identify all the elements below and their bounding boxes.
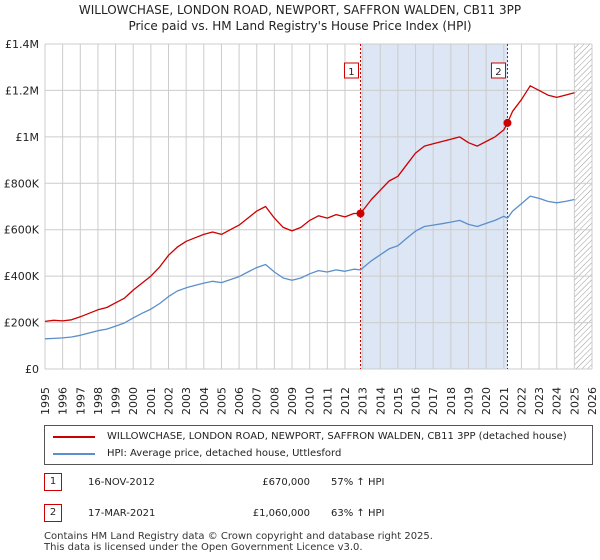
legend-label-property: WILLOWCHASE, LONDON ROAD, NEWPORT, SAFFR…: [107, 431, 567, 442]
transaction-price: £670,000: [262, 477, 310, 488]
x-tick-label: 2022: [515, 387, 528, 415]
x-tick-label: 2006: [233, 387, 246, 415]
x-tick-label: 1996: [57, 387, 70, 415]
transaction-badge: 1: [44, 473, 62, 491]
marker-label: 1: [348, 67, 354, 78]
transaction-hpi: 57% ↑ HPI: [331, 477, 385, 488]
x-tick-label: 2014: [374, 387, 387, 415]
y-tick-label: £400K: [4, 270, 40, 283]
x-tick-label: 2025: [568, 387, 581, 415]
x-tick-label: 2026: [586, 387, 599, 415]
x-tick-label: 1999: [110, 387, 123, 415]
legend: WILLOWCHASE, LONDON ROAD, NEWPORT, SAFFR…: [44, 425, 593, 465]
sale-point: [503, 118, 512, 127]
points-layer: [356, 118, 512, 218]
x-tick-label: 2004: [198, 387, 211, 415]
shaded-region: [360, 44, 508, 369]
x-tick-label: 2001: [145, 387, 158, 415]
transaction-date: 16-NOV-2012: [88, 477, 155, 488]
transaction-hpi: 63% ↑ HPI: [331, 508, 385, 519]
x-tick-label: 2005: [215, 387, 228, 415]
x-tick-label: 2018: [445, 387, 458, 415]
y-tick-label: £1.2M: [5, 84, 39, 97]
x-tick-label: 2003: [180, 387, 193, 415]
x-tick-label: 2007: [251, 387, 264, 415]
legend-swatch-hpi: [53, 453, 95, 455]
footer: Contains HM Land Registry data © Crown c…: [44, 531, 433, 553]
footer-line1: Contains HM Land Registry data © Crown c…: [44, 531, 433, 542]
x-tick-label: 2019: [462, 387, 475, 415]
shade-layer: [360, 44, 592, 369]
y-tick-label: £1M: [16, 131, 40, 144]
marker-box: [490, 62, 506, 79]
transaction-price: £1,060,000: [252, 508, 310, 519]
x-tick-label: 2000: [127, 387, 140, 415]
x-tick-label: 2011: [321, 387, 334, 415]
x-tick-label: 2024: [551, 387, 564, 415]
x-tick-label: 2009: [286, 387, 299, 415]
legend-label-hpi: HPI: Average price, detached house, Uttl…: [107, 448, 342, 459]
transaction-row: 1 16-NOV-2012 £670,000 57% ↑ HPI: [44, 473, 584, 493]
x-tick-label: 2013: [357, 387, 370, 415]
marker-box: [343, 62, 359, 79]
x-tick-label: 2021: [498, 387, 511, 415]
transaction-date: 17-MAR-2021: [88, 508, 156, 519]
marker-label: 2: [495, 67, 501, 78]
x-tick-label: 2008: [268, 387, 281, 415]
y-tick-label: £0: [25, 363, 39, 376]
x-tick-label: 2012: [339, 387, 352, 415]
grid-layer: [44, 43, 593, 370]
x-tick-label: 2010: [304, 387, 317, 415]
axes-layer: £0 £200K £400K £600K £800K £1M £1.2M £1.4M 1995 1…: [4, 38, 599, 415]
x-tick-label: 1995: [39, 387, 52, 415]
chart-title-line1: WILLOWCHASE, LONDON ROAD, NEWPORT, SAFFR…: [78, 3, 522, 17]
y-tick-label: £800K: [4, 177, 40, 190]
x-tick-label: 2002: [163, 387, 176, 415]
legend-swatch-property: [53, 436, 95, 438]
x-tick-label: 2020: [480, 387, 493, 415]
sale-point: [356, 209, 365, 218]
chart-title-line2: Price paid vs. HM Land Registry's House …: [128, 19, 472, 33]
x-tick-label: 2017: [427, 387, 440, 415]
property-price-line: [44, 85, 575, 323]
x-tick-label: 2023: [533, 387, 546, 415]
series-layer: [44, 85, 575, 340]
chart-title: WILLOWCHASE, LONDON ROAD, NEWPORT, SAFFR…: [0, 2, 600, 34]
y-tick-label: £200K: [4, 317, 40, 330]
y-tick-label: £1.4M: [5, 38, 39, 51]
x-tick-label: 1997: [74, 387, 87, 415]
x-tick-label: 1998: [92, 387, 105, 415]
x-tick-label: 2015: [392, 387, 405, 415]
x-tick-label: 2016: [410, 387, 423, 415]
transaction-badge: 2: [44, 504, 62, 522]
footer-line2: This data is licensed under the Open Gov…: [44, 542, 363, 553]
hatched-region: [574, 44, 592, 369]
hpi-line: [44, 195, 575, 340]
y-tick-label: £600K: [4, 224, 40, 237]
transaction-row: 2 17-MAR-2021 £1,060,000 63% ↑ HPI: [44, 504, 584, 524]
